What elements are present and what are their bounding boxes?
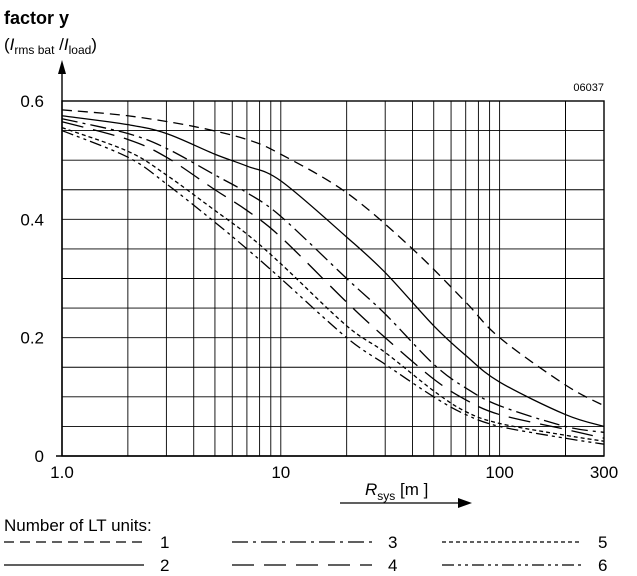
x-axis-label-sub: sys bbox=[377, 489, 395, 503]
y-axis-label-i2: I bbox=[64, 35, 69, 54]
y-tick-label: 0 bbox=[35, 447, 44, 466]
grid bbox=[61, 100, 605, 457]
y-axis-label-close: ) bbox=[91, 35, 97, 54]
figure-id: 06037 bbox=[573, 82, 604, 94]
y-tick-label: 0.6 bbox=[20, 92, 44, 111]
legend-label-2: 2 bbox=[160, 556, 169, 575]
x-tick-label: 100 bbox=[485, 463, 513, 482]
series-line-3 bbox=[61, 118, 605, 433]
legend-label-3: 3 bbox=[388, 533, 397, 552]
x-tick-label: 1.0 bbox=[50, 463, 74, 482]
y-axis-label-open: ( bbox=[4, 35, 10, 54]
x-axis-arrow bbox=[340, 498, 472, 508]
legend-title: Number of LT units: bbox=[4, 516, 152, 535]
legend-label-5: 5 bbox=[598, 533, 607, 552]
legend-label-1: 1 bbox=[160, 533, 169, 552]
x-tick-labels: 1.0 10 100 300 bbox=[50, 463, 618, 482]
y-axis-label-slash: / bbox=[54, 35, 64, 54]
y-axis-label-i1: I bbox=[10, 35, 15, 54]
y-tick-labels: 0 0.2 0.4 0.6 bbox=[20, 92, 44, 466]
y-axis-arrowhead bbox=[58, 60, 66, 74]
y-axis-label-sub2: load bbox=[69, 43, 92, 57]
x-axis-label-r: R bbox=[365, 480, 377, 499]
series-line-2 bbox=[61, 115, 605, 428]
y-tick-label: 0.2 bbox=[20, 329, 44, 348]
axes bbox=[56, 60, 604, 457]
y-axis-label-sub1: rms bat bbox=[14, 43, 55, 57]
x-tick-label: 300 bbox=[590, 463, 618, 482]
legend-label-6: 6 bbox=[598, 556, 607, 575]
x-axis-label-unit: [m ] bbox=[395, 480, 428, 499]
legend: 1 2 3 4 5 6 bbox=[4, 533, 607, 575]
series-line-1 bbox=[61, 109, 605, 407]
series bbox=[61, 109, 605, 445]
y-axis-label: (Irms bat /Iload) bbox=[4, 35, 97, 57]
x-axis-label: Rsys [m ] bbox=[365, 480, 428, 503]
chart-title: factor y bbox=[4, 8, 69, 28]
x-tick-label: 10 bbox=[271, 463, 290, 482]
series-line-4 bbox=[61, 121, 605, 439]
series-line-6 bbox=[61, 129, 605, 445]
legend-label-4: 4 bbox=[388, 556, 397, 575]
series-line-5 bbox=[61, 127, 605, 442]
y-tick-label: 0.4 bbox=[20, 210, 44, 229]
